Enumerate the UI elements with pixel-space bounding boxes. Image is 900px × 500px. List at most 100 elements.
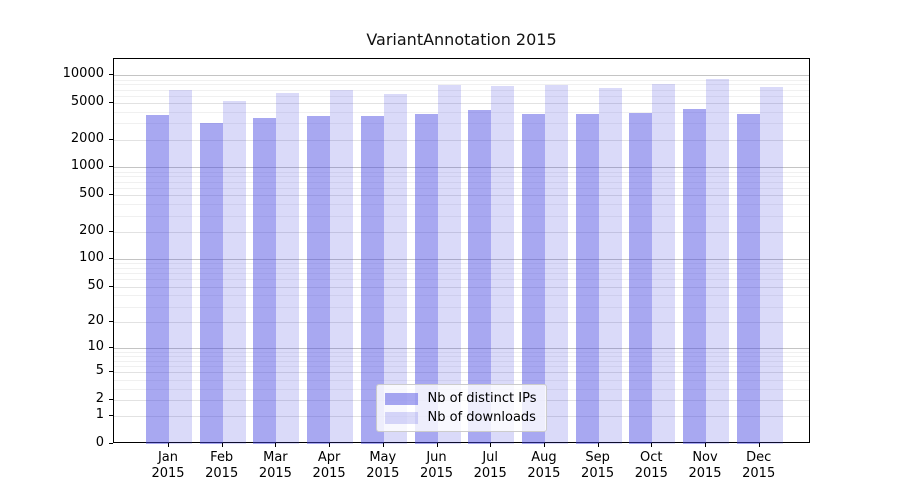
gridline-900 <box>114 171 809 173</box>
gridline-50 <box>114 286 809 288</box>
bar-downloads-apr <box>330 89 354 444</box>
gridline-30 <box>114 306 809 308</box>
gridline-9 <box>114 351 809 353</box>
gridline-5000 <box>114 103 809 104</box>
bar-ips-feb <box>199 123 223 444</box>
legend-swatch-distinct-ips <box>384 392 418 405</box>
legend-label-downloads: Nb of downloads <box>427 410 536 425</box>
y-tick-label-5000: 5000 <box>70 94 104 109</box>
bar-ips-jul <box>468 109 492 444</box>
gridline-7000 <box>114 89 809 91</box>
y-tick-mark <box>109 285 113 287</box>
gridline-60 <box>114 279 809 281</box>
y-tick-label-20: 20 <box>87 313 104 329</box>
y-tick-mark <box>109 399 113 400</box>
gridline-5 <box>114 372 809 374</box>
x-tick-mark <box>436 443 438 447</box>
plot-area: Nb of distinct IPs Nb of downloads <box>113 58 810 444</box>
x-tick-label-nov: Nov 2015 <box>688 450 722 481</box>
x-tick-mark <box>168 443 169 447</box>
gridline-3000 <box>114 123 809 125</box>
y-tick-mark <box>109 74 113 76</box>
bar-ips-apr <box>307 115 331 444</box>
gridline-7 <box>114 360 809 362</box>
y-tick-label-2: 2 <box>95 391 104 406</box>
bar-ips-sep <box>575 113 599 444</box>
bar-ips-mar <box>253 118 277 444</box>
x-tick-label-jun: Jun 2015 <box>419 450 454 481</box>
bar-downloads-dec <box>759 86 783 444</box>
y-tick-mark <box>109 415 113 417</box>
y-tick-label-0: 0 <box>95 435 104 450</box>
x-tick-mark <box>329 443 331 447</box>
x-tick-label-may: May 2015 <box>366 450 400 481</box>
gridline-2000 <box>114 139 809 141</box>
x-tick-label-feb: Feb 2015 <box>205 450 239 481</box>
gridline-80 <box>114 268 809 270</box>
x-tick-mark <box>758 443 760 447</box>
x-tick-mark <box>490 443 492 447</box>
y-tick-mark <box>109 443 113 444</box>
gridline-10 <box>114 348 809 349</box>
gridline-600 <box>114 187 809 189</box>
gridline-500 <box>114 195 809 197</box>
y-tick-label-10: 10 <box>87 339 104 354</box>
bar-downloads-feb <box>222 100 246 444</box>
gridline-200 <box>114 231 809 233</box>
bar-ips-jun <box>414 113 438 444</box>
chart-title: VariantAnnotation 2015 <box>366 30 557 49</box>
x-tick-label-jan: Jan 2015 <box>151 450 185 481</box>
x-tick-label-oct: Oct 2015 <box>634 450 668 481</box>
bar-ips-oct <box>629 113 653 444</box>
x-tick-mark <box>651 443 653 447</box>
x-tick-mark <box>221 443 223 447</box>
y-tick-label-1: 1 <box>95 407 104 423</box>
gridline-4000 <box>114 111 809 113</box>
bar-downloads-oct <box>652 83 676 444</box>
y-tick-mark <box>109 230 113 232</box>
x-tick-mark <box>543 443 545 447</box>
gridline-8 <box>114 356 809 357</box>
y-tick-label-50: 50 <box>87 277 104 293</box>
legend-row-downloads: Nb of downloads <box>384 410 537 425</box>
y-tick-label-200: 200 <box>79 222 104 238</box>
gridline-70 <box>114 273 809 275</box>
bar-downloads-aug <box>544 85 568 444</box>
gridline-40 <box>114 295 809 297</box>
gridline-4 <box>114 379 809 381</box>
bar-ips-jan <box>146 115 169 444</box>
y-tick-label-100: 100 <box>79 250 104 266</box>
x-tick-label-dec: Dec 2015 <box>742 450 776 481</box>
legend-label-distinct-ips: Nb of distinct IPs <box>427 391 537 406</box>
y-tick-mark <box>109 321 113 323</box>
bar-downloads-may <box>383 94 407 444</box>
bar-ips-may <box>360 115 384 444</box>
gridline-20 <box>114 322 809 324</box>
gridline-8000 <box>114 84 809 86</box>
gridline-300 <box>114 215 809 217</box>
bar-downloads-jun <box>437 85 461 444</box>
y-tick-label-5: 5 <box>95 363 104 379</box>
x-tick-label-apr: Apr 2015 <box>312 450 346 481</box>
legend-swatch-downloads <box>384 411 418 424</box>
gridline-10000 <box>114 75 809 77</box>
bar-ips-dec <box>736 114 760 444</box>
x-tick-label-sep: Sep 2015 <box>581 450 615 481</box>
y-tick-mark <box>109 258 113 260</box>
y-tick-label-2000: 2000 <box>70 130 104 146</box>
bar-ips-nov <box>683 108 706 444</box>
legend: Nb of distinct IPs Nb of downloads <box>375 384 548 432</box>
x-tick-label-jul: Jul 2015 <box>473 450 507 481</box>
gridline-400 <box>114 204 809 205</box>
gridline-100 <box>114 259 809 261</box>
x-tick-label-mar: Mar 2015 <box>258 450 292 481</box>
y-tick-mark <box>109 371 113 373</box>
x-tick-label-aug: Aug 2015 <box>527 450 561 481</box>
y-tick-mark <box>109 138 113 140</box>
x-tick-mark <box>275 443 277 447</box>
bar-downloads-jan <box>169 89 192 444</box>
gridline-800 <box>114 176 809 178</box>
y-tick-mark <box>109 347 113 348</box>
bar-downloads-sep <box>598 88 622 444</box>
y-tick-mark <box>109 194 113 196</box>
